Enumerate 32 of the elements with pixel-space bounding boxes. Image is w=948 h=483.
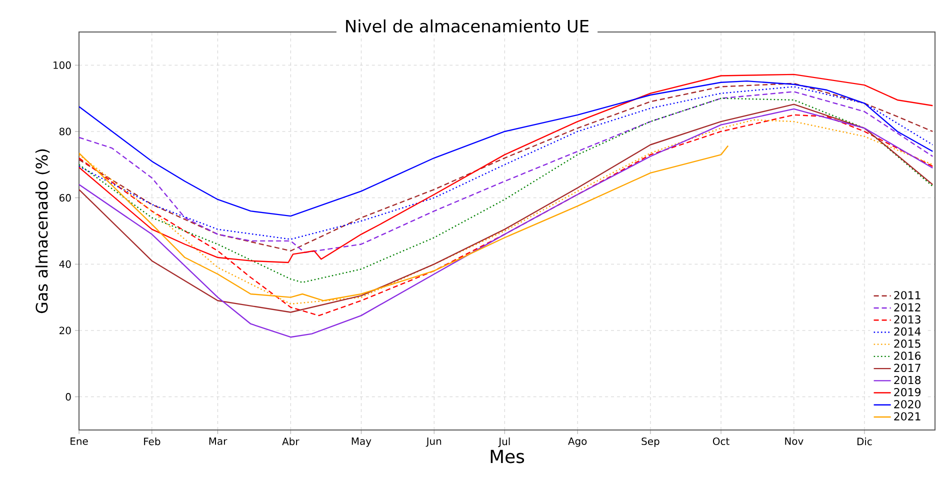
- x-tick-label: Feb: [144, 437, 160, 446]
- x-tick-label: May: [352, 438, 372, 447]
- y-tick-label: 60: [60, 194, 71, 202]
- y-tick-label: 40: [59, 260, 71, 268]
- y-tick-label: 0: [66, 393, 71, 401]
- x-tick-label: Oct: [712, 437, 730, 446]
- x-tick-label: Jun: [426, 438, 442, 447]
- legend-label: 2011: [894, 291, 920, 300]
- x-tick-label: Nov: [785, 438, 804, 445]
- legend-label: 2017: [894, 364, 920, 372]
- legend-label: 2019: [894, 388, 920, 396]
- x-tick-label: Dic: [857, 437, 872, 446]
- x-tick-label: Jul: [498, 437, 510, 448]
- legend-label: 2014: [894, 327, 921, 336]
- legend-label: 2020: [894, 400, 921, 408]
- y-tick-label: 100: [54, 61, 71, 69]
- x-tick-label: Abr: [282, 437, 300, 446]
- x-tick-label: Ago: [568, 438, 587, 447]
- legend-label: 2012: [894, 303, 920, 312]
- legend-label: 2013: [894, 315, 920, 324]
- chart-title: Nivel de almacenamiento UE: [346, 19, 588, 33]
- legend-label: 2016: [894, 352, 921, 360]
- legend-label: 2015: [894, 340, 920, 348]
- x-axis-title: Mes: [490, 450, 524, 464]
- legend-label: 2021: [894, 412, 920, 420]
- y-tick-label: 80: [59, 128, 71, 136]
- y-tick-label: 20: [60, 326, 71, 334]
- x-tick-label: Sep: [642, 437, 660, 447]
- legend-label: 2018: [894, 376, 921, 384]
- x-tick-label: Ene: [70, 438, 88, 445]
- y-axis-title: Gas almacenado (%): [35, 149, 50, 314]
- x-tick-label: Mar: [209, 438, 228, 445]
